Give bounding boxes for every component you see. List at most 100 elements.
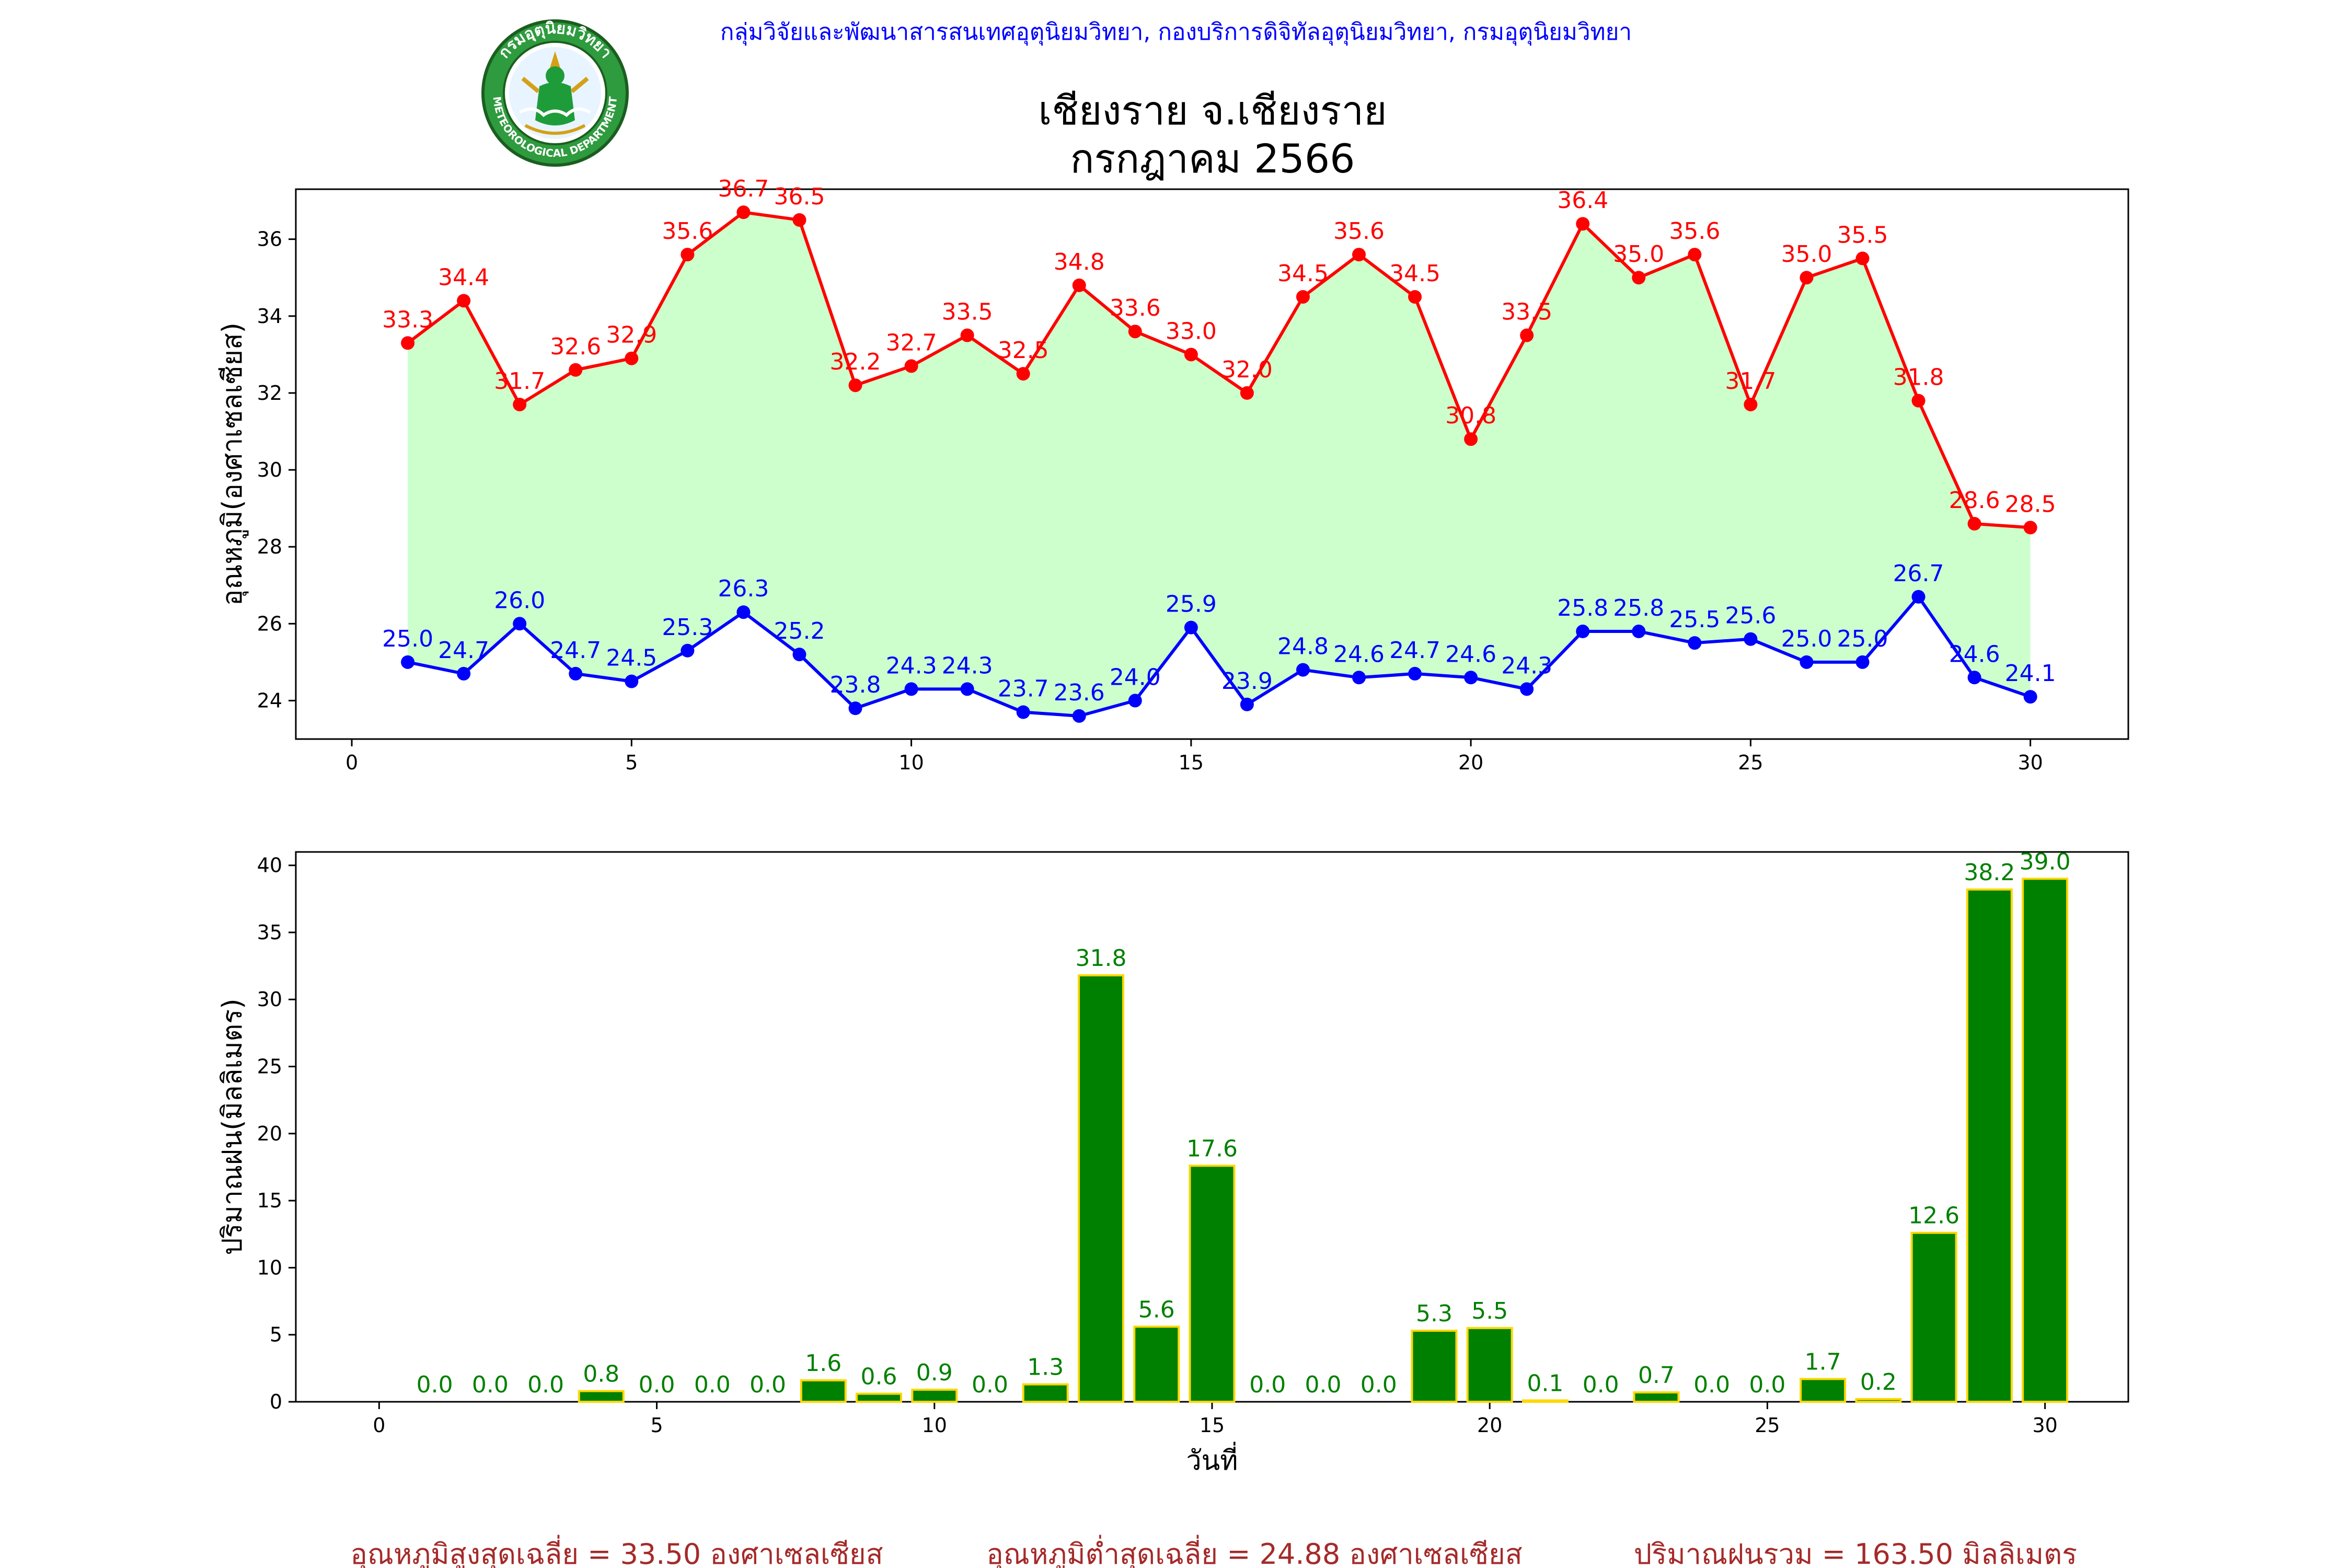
max-temp-point [1016,367,1030,381]
max-temp-point [904,359,918,373]
min-temp-point [2023,690,2037,704]
min-temp-data-label: 25.5 [1669,606,1720,633]
rainfall-data-label: 31.8 [1076,945,1127,972]
rainfall-chart: 0 5 10 15 20 25 30 0 5 10 15 20 25 30 35 40 ปริมาณฝน(มิล… [217,848,2129,1477]
max-temp-point [1688,248,1702,262]
rainfall-bar [856,1392,903,1403]
rain-y-tick-label: 25 [257,1055,282,1078]
rain-x-tick-label: 25 [1755,1414,1780,1437]
min-temp-point [1296,663,1310,677]
min-temp-point [1184,620,1198,635]
max-temp-point [1240,386,1254,400]
temp-x-tick-label: 30 [2017,751,2043,774]
min-temp-data-label: 25.0 [382,626,433,652]
rain-x-tick-label: 10 [922,1414,947,1437]
rainfall-data-label: 0.0 [1305,1371,1341,1398]
min-temp-point [1520,682,1534,696]
min-temp-point [1744,632,1758,646]
rainfall-bar [1633,1391,1680,1403]
max-temp-point [401,336,415,350]
min-temp-point [1352,671,1366,685]
rainfall-data-label: 5.3 [1416,1300,1452,1327]
min-temp-data-label: 24.5 [606,645,657,672]
max-temp-data-label: 32.6 [550,333,601,360]
min-temp-data-label: 24.3 [942,652,993,679]
rain-y-tick-label: 15 [257,1189,282,1212]
rain-y-axis-title: ปริมาณฝน(มิลลิเมตร) [217,998,248,1255]
max-temp-point [681,248,695,262]
chart-title-line2: กรกฎาคม 2566 [1070,135,1355,182]
rainfall-bar [1022,1383,1069,1403]
rainfall-bar [1189,1165,1236,1403]
min-temp-data-label: 23.9 [1221,668,1273,695]
rainfall-data-label: 0.1 [1527,1370,1563,1397]
rainfall-data-label: 17.6 [1186,1135,1238,1162]
min-temp-data-label: 25.0 [1837,626,1888,652]
rain-y-tick-label: 20 [257,1122,282,1145]
max-temp-point [1520,328,1534,342]
max-temp-point [1464,432,1478,446]
max-temp-line [407,210,2031,529]
rainfall-bar [2022,878,2069,1403]
min-temp-point [792,648,806,662]
rainfall-bar [1521,1399,1569,1403]
rainfall-data-label: 0.6 [861,1364,897,1390]
temperature-chart: 0 5 10 15 20 25 30 24 26 28 30 32 34 36 อุณหภูมิ(องศาเ… [217,176,2129,774]
min-temp-point [960,682,974,696]
rain-y-tick-label: 35 [257,921,282,944]
rainfall-data-label: 1.3 [1027,1354,1064,1381]
temp-y-tick-label: 34 [257,305,282,328]
header-text: กลุ่มวิจัยและพัฒนาสารสนเทศอุตุนิยมวิทยา,… [720,19,1632,46]
max-temp-point [1744,397,1758,411]
max-temp-data-label: 35.6 [1333,218,1385,245]
min-temp-data-label: 24.6 [1445,641,1496,667]
min-temp-point [625,674,639,688]
max-temp-point [1184,348,1198,362]
min-temp-data-label: 25.3 [662,614,713,641]
min-temp-data-label: 24.3 [886,652,937,679]
meteorological-department-seal-icon: กรมอุตุนิยมวิทยา METEOROLOGICAL DEPARTME… [481,19,629,167]
rainfall-data-label: 0.0 [750,1371,786,1398]
temp-x-tick-label: 20 [1458,751,1483,774]
max-temp-point [736,205,751,220]
max-temp-data-label: 32.5 [998,337,1049,364]
rain-y-tick-label: 40 [257,854,282,877]
temp-y-tick-label: 30 [257,458,282,481]
max-temp-point [1800,271,1814,285]
max-temp-data-label: 28.5 [2005,491,2056,517]
min-temp-data-label: 24.7 [550,637,601,664]
rainfall-data-label: 0.0 [1693,1371,1730,1398]
min-temp-data-label: 25.6 [1725,603,1776,629]
rain-x-axis-title: วันที่ [1186,1442,1238,1477]
max-temp-point [2023,521,2037,535]
rainfall-data-label: 1.6 [805,1350,841,1377]
rainfall-data-label: 0.0 [472,1371,509,1398]
min-temp-data-label: 23.6 [1054,679,1105,706]
rainfall-bar [800,1379,847,1403]
rainfall-bar [1910,1231,1957,1403]
max-temp-point [848,378,862,393]
min-temp-point [457,666,471,681]
max-temp-data-label: 33.5 [1501,299,1552,326]
min-temp-data-label: 26.0 [494,587,545,614]
max-temp-data-label: 34.5 [1277,260,1329,287]
min-temp-point [1632,625,1646,639]
max-temp-point [1352,248,1366,262]
max-temp-data-label: 35.6 [1669,218,1720,245]
max-temp-data-label: 33.0 [1166,318,1217,344]
rainfall-data-label: 0.9 [916,1359,953,1386]
max-temp-point [1296,290,1310,304]
rainfall-data-label: 0.8 [583,1361,619,1387]
max-temp-data-label: 33.5 [942,299,993,326]
max-temp-point [513,397,527,411]
min-temp-data-label: 25.9 [1166,591,1217,618]
min-temp-point [1408,666,1422,681]
max-temp-data-label: 35.6 [662,218,713,245]
temp-plot-frame [295,188,2129,740]
min-temp-point [1800,655,1814,669]
max-temp-point [1911,394,1926,408]
min-temp-data-label: 24.7 [1389,637,1440,664]
max-temp-point [1408,290,1422,304]
temp-x-tick-label: 0 [345,751,358,774]
max-temp-point [1632,271,1646,285]
